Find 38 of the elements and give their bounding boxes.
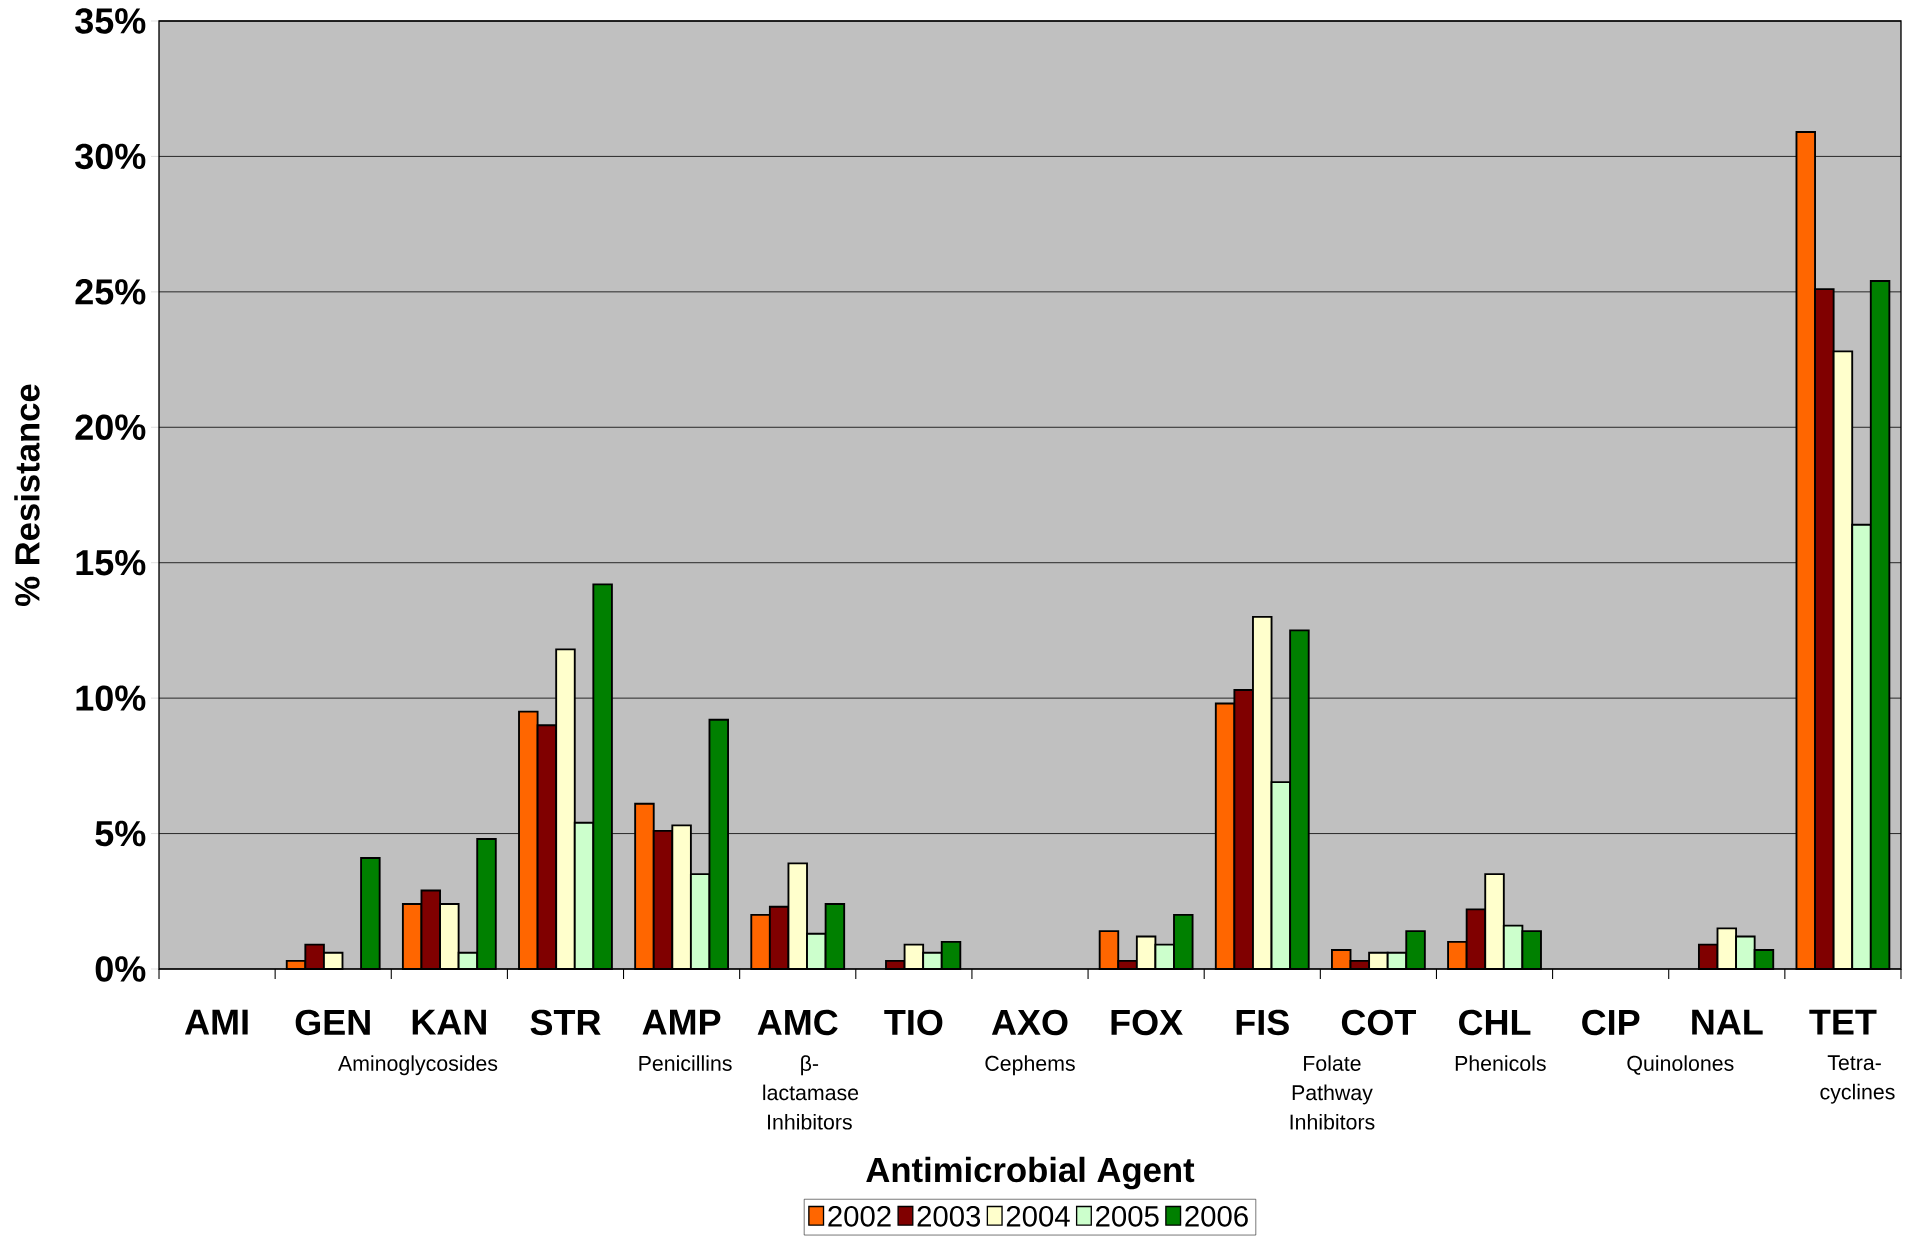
y-tick-label: 5% [95, 820, 146, 847]
text: Penicillins [639, 1055, 732, 1071]
x-tick-label: CIP [1582, 1009, 1640, 1036]
y-tick-label: 20% [75, 414, 146, 441]
text: Aminoglycosides [337, 1055, 498, 1076]
text: β-lactamase Inhibitors [763, 1055, 859, 1130]
x-tick-label: AMP [642, 1009, 721, 1035]
x-tick-label: FOX [1111, 1009, 1183, 1036]
x-tick-label: AMI [184, 1009, 248, 1035]
text: Tetra-cyclines [1820, 1055, 1895, 1104]
legend-label: 2005 [1096, 1205, 1159, 1227]
x-tick-label: FIS [1236, 1009, 1289, 1036]
legend-label: 2006 [1185, 1205, 1248, 1227]
x-tick-label: AXO [991, 1009, 1068, 1036]
x-tick-label: NAL [1692, 1009, 1763, 1035]
legend-label: 2004 [1006, 1205, 1070, 1227]
text: Cephems [985, 1055, 1075, 1076]
x-tick-label: TIO [884, 1009, 943, 1036]
y-tick-label: 0% [95, 956, 146, 982]
y-tick-label: 10% [76, 685, 146, 711]
y-tick-label: 15% [76, 550, 146, 576]
y-tick-label: 25% [75, 279, 146, 305]
legend-label: 2003 [917, 1205, 981, 1227]
x-tick-label: KAN [412, 1009, 486, 1035]
legend-label: 2002 [828, 1205, 891, 1227]
x-tick-label: AMC [757, 1009, 838, 1036]
text: Quinolones [1627, 1055, 1734, 1075]
y-axis-title: % Resistance [14, 384, 40, 606]
x-tick-label: GEN [295, 1009, 370, 1036]
x-tick-label: COT [1341, 1009, 1416, 1036]
x-tick-label: STR [530, 1009, 601, 1036]
text: Phenicols [1455, 1055, 1546, 1071]
y-tick-label: 30% [75, 143, 146, 170]
x-tick-label: CHL [1459, 1009, 1531, 1036]
text: Folate Pathway Inhibitors [1290, 1055, 1375, 1130]
y-tick-label: 35% [75, 8, 146, 34]
x-axis-title: Antimicrobial Agent [866, 1156, 1195, 1190]
x-tick-label: TET [1809, 1009, 1877, 1035]
